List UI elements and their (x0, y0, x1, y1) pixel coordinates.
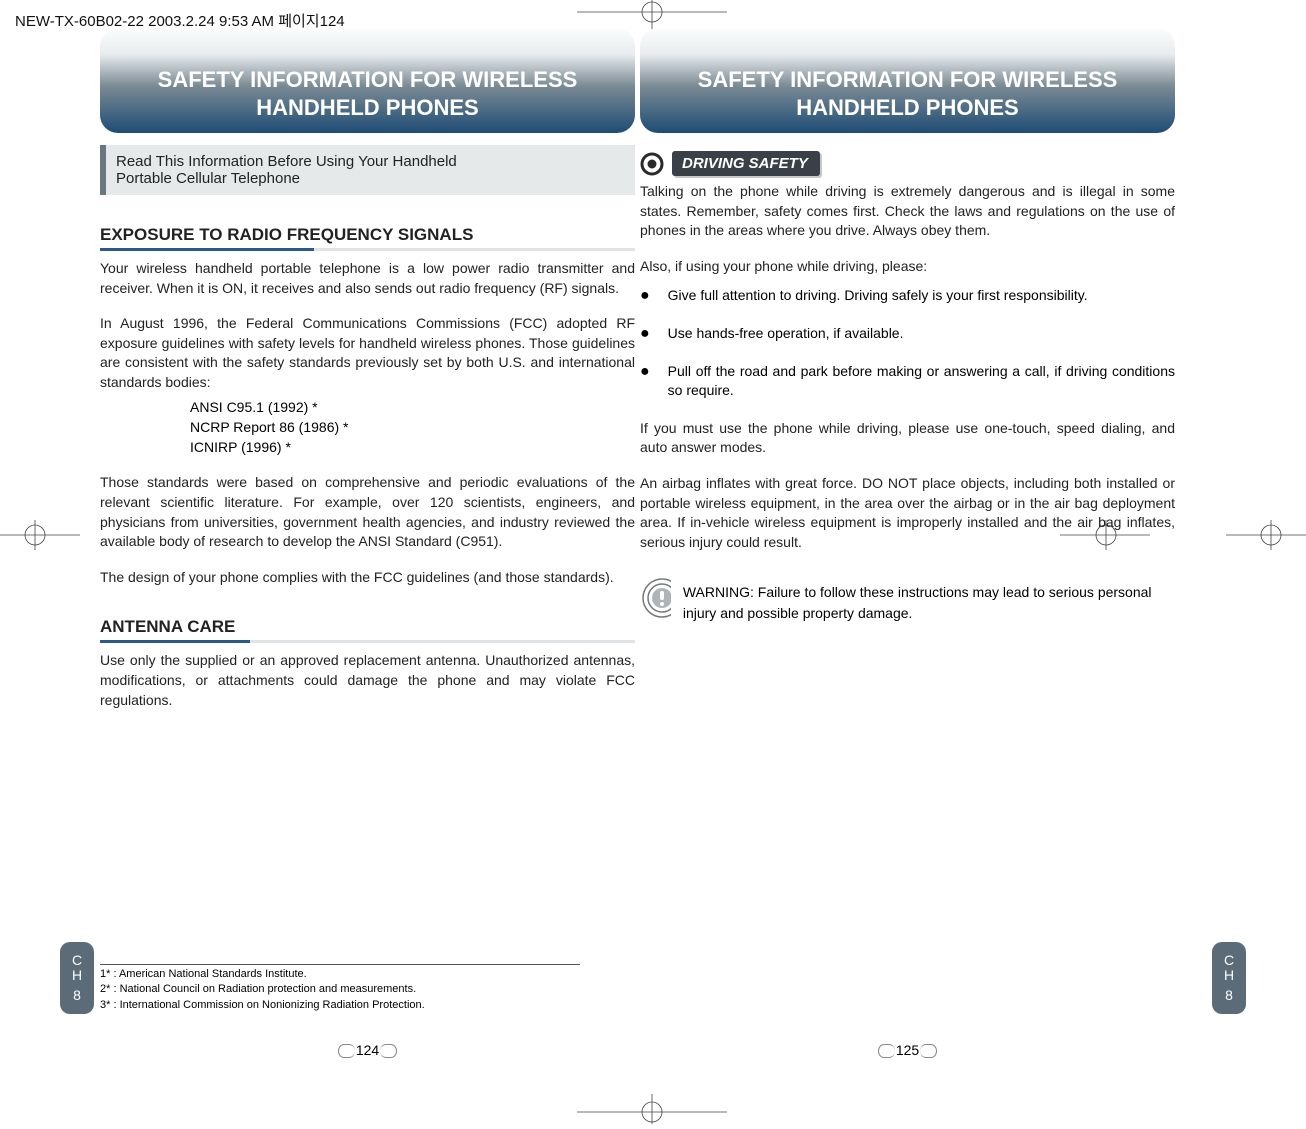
page-number-right: 125 (640, 1042, 1175, 1058)
banner-line2: HANDHELD PHONES (256, 95, 478, 120)
chapter-tab-right: C H 8 (1212, 942, 1246, 1014)
banner-line1-r: SAFETY INFORMATION FOR WIRELESS (698, 67, 1118, 92)
para-driving-3: If you must use the phone while driving,… (640, 419, 1175, 458)
bullet-circle-icon (640, 152, 668, 176)
footnote-1: 1* : American National Standards Institu… (100, 967, 580, 982)
driving-safety-pill: DRIVING SAFETY (672, 151, 820, 176)
tab-h-r: H (1224, 968, 1234, 983)
footnotes: 1* : American National Standards Institu… (100, 964, 580, 1013)
banner-right: SAFETY INFORMATION FOR WIRELESS HANDHELD… (640, 28, 1175, 133)
tab-num: 8 (73, 988, 81, 1003)
tab-c: C (72, 953, 82, 968)
tab-num-r: 8 (1225, 988, 1233, 1003)
para-exposure-4: The design of your phone complies with t… (100, 568, 635, 588)
bullet-icon: ● (640, 326, 650, 344)
bullet-item-2: ● Use hands-free operation, if available. (640, 324, 1175, 344)
para-exposure-3: Those standards were based on comprehens… (100, 473, 635, 551)
tab-c-r: C (1224, 953, 1234, 968)
para-driving-4: An airbag inflates with great force. DO … (640, 474, 1175, 552)
para-driving-1: Talking on the phone while driving is ex… (640, 182, 1175, 241)
driving-safety-heading: DRIVING SAFETY (640, 151, 1175, 176)
bullet-text-3: Pull off the road and park before making… (668, 362, 1175, 401)
footnote-3: 3* : International Commission on Nonioni… (100, 998, 580, 1013)
bullet-item-3: ● Pull off the road and park before makin… (640, 362, 1175, 401)
banner-line1: SAFETY INFORMATION FOR WIRELESS (158, 67, 578, 92)
warning-box: WARNING: Failure to follow these instruc… (640, 576, 1175, 623)
para-antenna: Use only the supplied or an approved rep… (100, 651, 635, 710)
footnote-2: 2* : National Council on Radiation prote… (100, 982, 580, 997)
page-number-left: 124 (100, 1042, 635, 1058)
std-ncrp: NCRP Report 86 (1986) * (190, 419, 348, 435)
infobox-text-1: Read This Information Before Using Your … (116, 153, 457, 170)
page-left: SAFETY INFORMATION FOR WIRELESS HANDHELD… (100, 28, 635, 1068)
banner-line2-r: HANDHELD PHONES (796, 95, 1018, 120)
standards-list: ANSI C95.1 (1992) * NCRP Report 86 (1986… (190, 397, 635, 458)
warning-icon (640, 576, 671, 620)
bullet-icon: ● (640, 288, 650, 306)
section-exposure-title: EXPOSURE TO RADIO FREQUENCY SIGNALS (100, 225, 635, 245)
driving-bullets: ● Give full attention to driving. Driving… (640, 286, 1175, 400)
chapter-tab-left: C H 8 (60, 942, 94, 1014)
page-number-value-r: 125 (884, 1042, 931, 1058)
para-exposure-1: Your wireless handheld portable telephon… (100, 259, 635, 298)
tab-h: H (72, 968, 82, 983)
bullet-item-1: ● Give full attention to driving. Driving… (640, 286, 1175, 306)
crop-mark-bottom (577, 1094, 727, 1129)
infobox-text-2: Portable Cellular Telephone (116, 170, 300, 187)
section-antenna-title: ANTENNA CARE (100, 617, 635, 637)
page-number-value: 124 (344, 1042, 391, 1058)
banner-left: SAFETY INFORMATION FOR WIRELESS HANDHELD… (100, 28, 635, 133)
section-underline-2 (100, 640, 635, 643)
warning-text: WARNING: Failure to follow these instruc… (683, 576, 1175, 623)
section-underline (100, 248, 635, 251)
std-icnirp: ICNIRP (1996) * (190, 439, 291, 455)
bullet-text-2: Use hands-free operation, if available. (668, 324, 904, 344)
page-right: SAFETY INFORMATION FOR WIRELESS HANDHELD… (640, 28, 1175, 1068)
bullet-text-1: Give full attention to driving. Driving … (668, 286, 1088, 306)
info-box: Read This Information Before Using Your … (100, 145, 635, 195)
para-exposure-2: In August 1996, the Federal Communicatio… (100, 314, 635, 392)
para-driving-2: Also, if using your phone while driving,… (640, 257, 1175, 277)
std-ansi: ANSI C95.1 (1992) * (190, 399, 318, 415)
bullet-icon: ● (640, 364, 650, 401)
